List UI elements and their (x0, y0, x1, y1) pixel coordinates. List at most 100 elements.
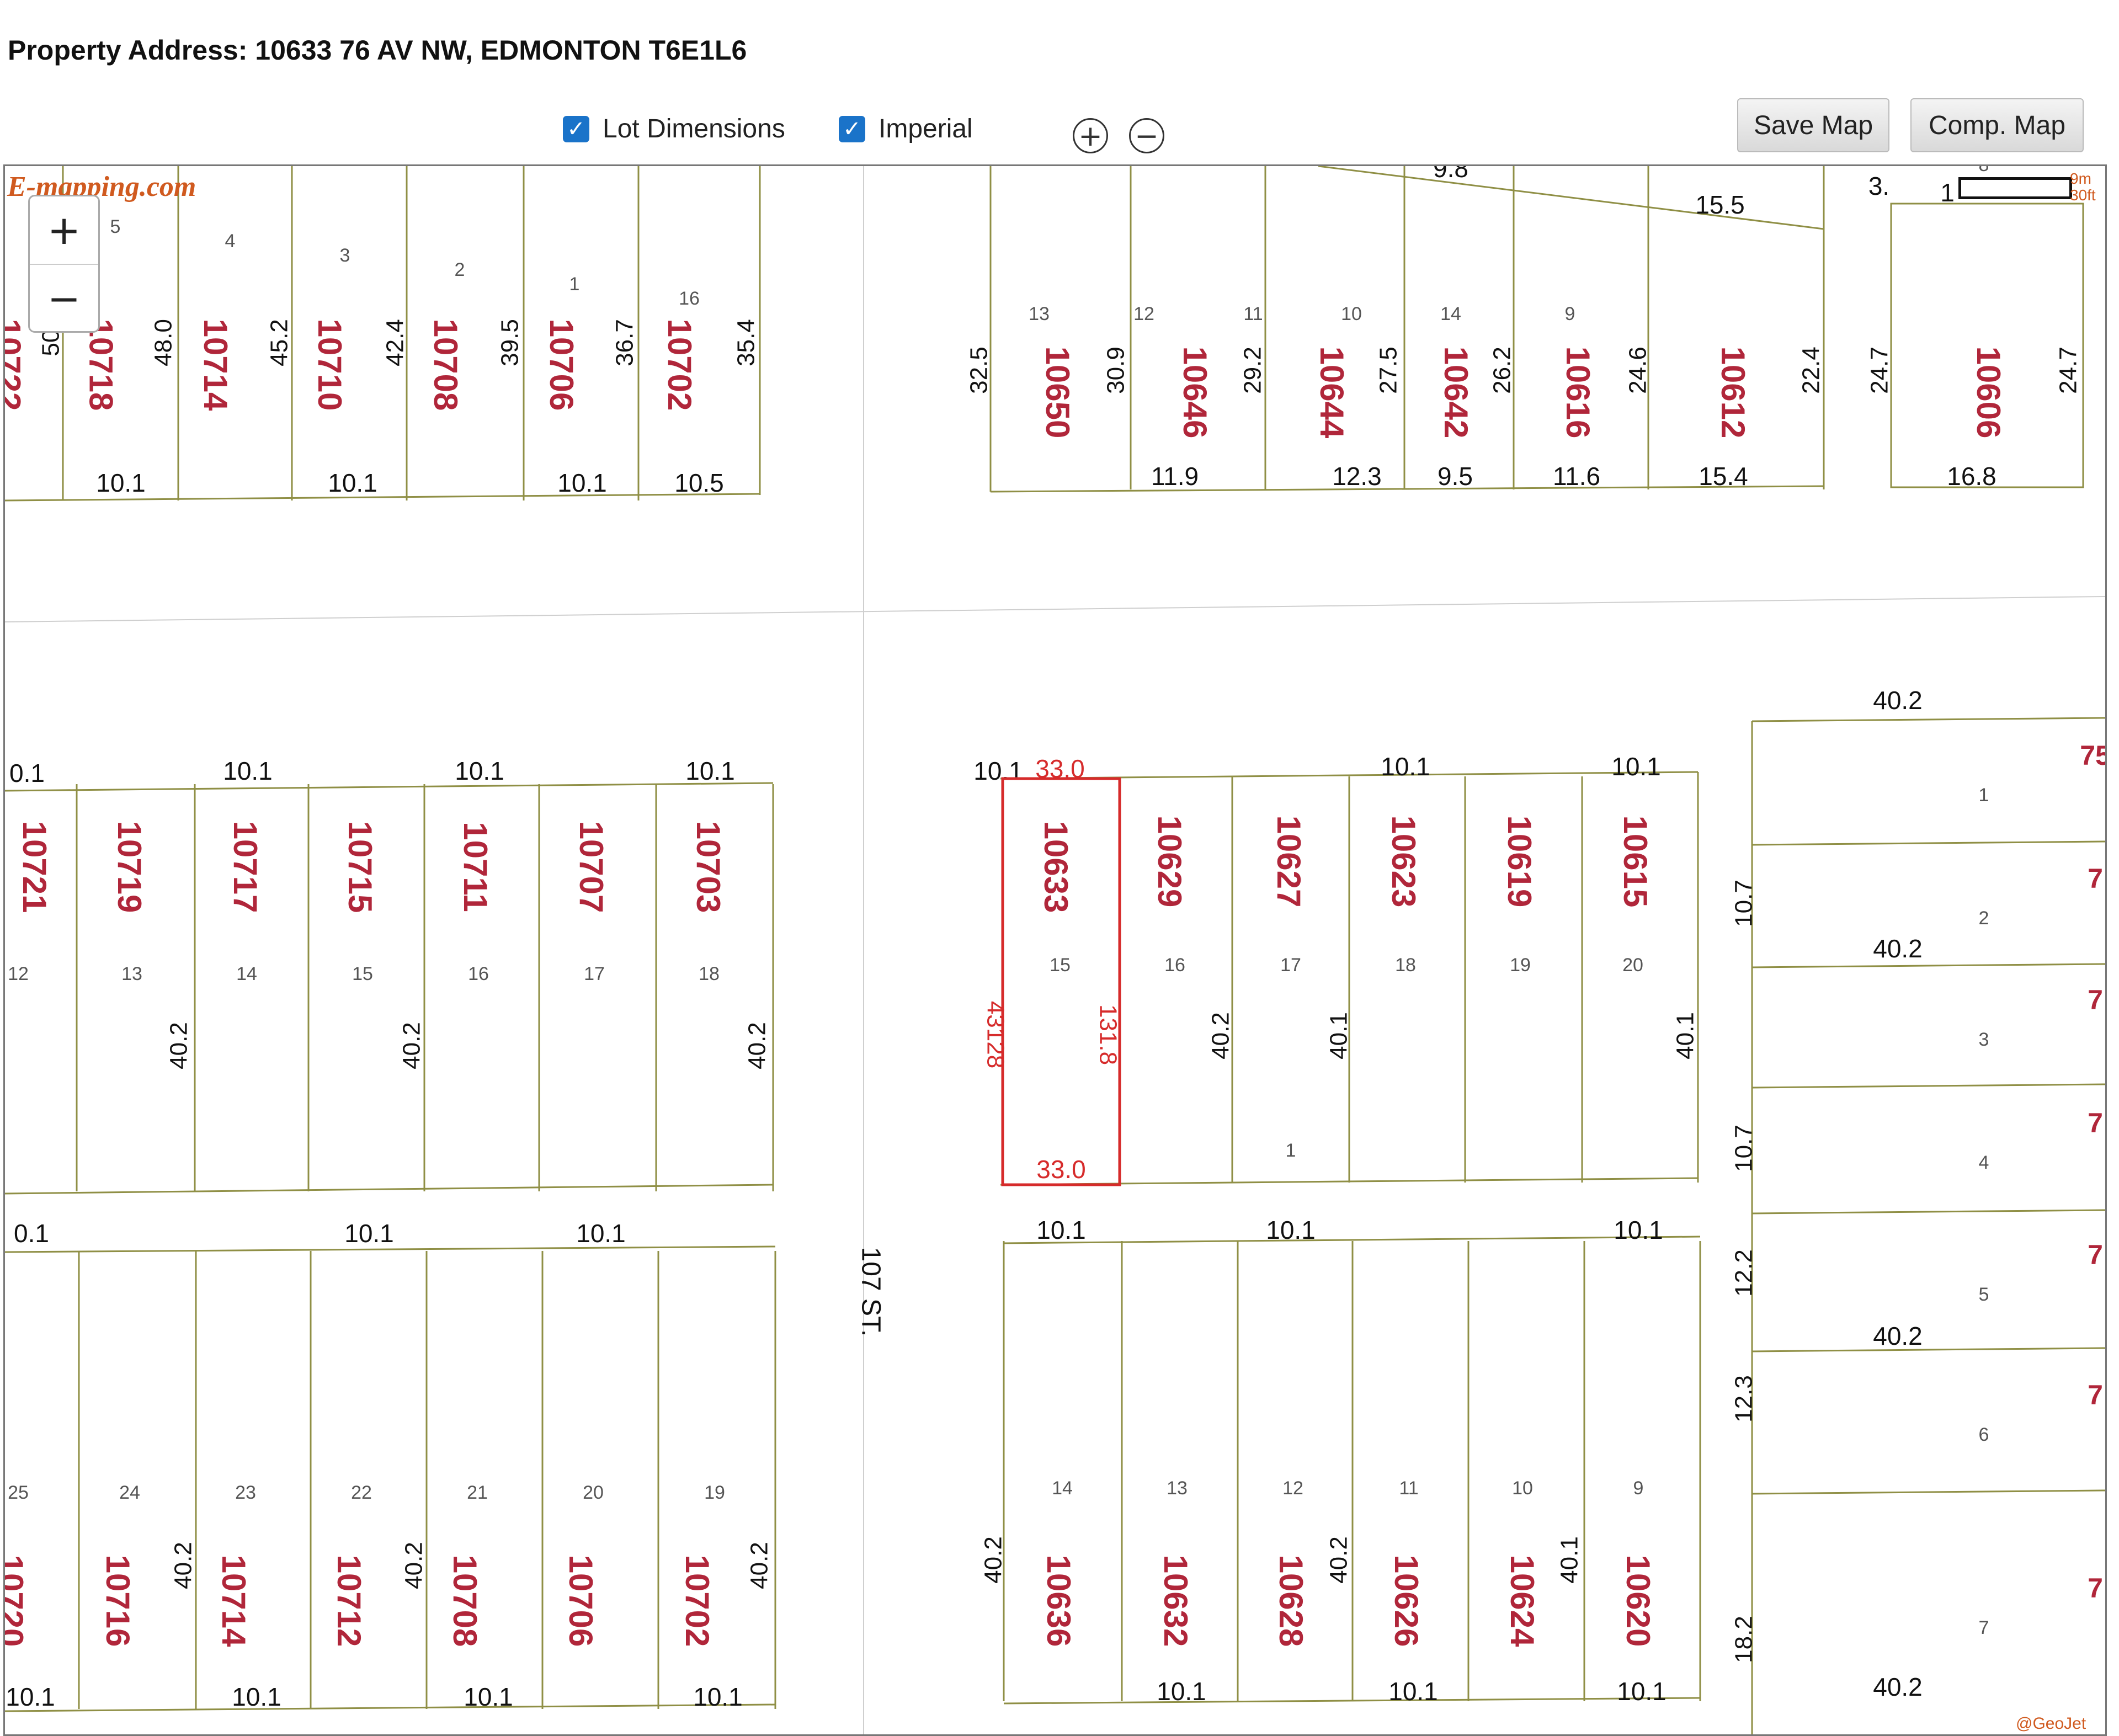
lot-number: 1 (569, 274, 580, 295)
lot-number: 23 (235, 1482, 256, 1503)
lot-depth-label: 24.7 (1866, 347, 1893, 394)
lot-line (1751, 1347, 2105, 1352)
lot-number: 14 (236, 963, 257, 984)
lot-number: 19 (1510, 955, 1531, 976)
highlighted-lot-front: 33.0 (1035, 754, 1085, 783)
lot-number: 16 (1164, 955, 1185, 976)
scale-label-imperial: 30ft (2070, 187, 2096, 204)
lot-address: 10715 (342, 821, 379, 913)
lot-width-label: 10.1 (232, 1682, 281, 1711)
lot-depth-label: 42.4 (382, 319, 409, 366)
lot-width-label: 10.5 (674, 468, 724, 497)
street-label: 107 ST. (856, 1247, 885, 1337)
lot-address: 10717 (227, 821, 264, 913)
zoom-out-icon[interactable]: − (1129, 118, 1164, 153)
lot-depth-label: 32.5 (966, 347, 993, 394)
save-map-button[interactable]: Save Map (1737, 98, 1889, 152)
lot-depth-label: 40.2 (746, 1542, 773, 1589)
zoom-in-icon[interactable]: + (1073, 118, 1108, 153)
lot-width-label: 10.1 (1611, 752, 1661, 781)
imperial-checkbox[interactable]: ✓ (839, 115, 865, 142)
lot-depth-label: 30.9 (1103, 347, 1130, 394)
lot-number: 18 (699, 963, 720, 984)
map-zoom-in-button[interactable]: + (30, 196, 98, 265)
lot-depth-label: 12.2 (1731, 1249, 1758, 1297)
lot-number: 3 (340, 245, 350, 266)
parcel-map[interactable]: 107 ST. 10722 10718 10714 10710 10708 10706 107… (3, 164, 2107, 1736)
lot-line (1751, 1083, 2105, 1089)
block-edge (5, 1245, 776, 1253)
lot-address: 10710 (311, 319, 348, 411)
lot-address: 10632 (1157, 1555, 1194, 1647)
lot-width-label: 10.1 (344, 1219, 394, 1248)
lot-address: 10615 (1617, 816, 1654, 908)
lot-line (1751, 840, 2105, 846)
highlighted-lot-left: 43128 (982, 1001, 1009, 1068)
imperial-label: Imperial (879, 114, 973, 143)
lot-number: 9 (1633, 1478, 1644, 1499)
lot-address: 10628 (1273, 1555, 1309, 1647)
lot-number: 10 (1341, 303, 1362, 324)
lot-width-label: 15.5 (1695, 190, 1745, 219)
lot-depth-label: 36.7 (611, 319, 638, 366)
lot-number: 12 (1133, 303, 1154, 324)
lot-address: 10714 (215, 1555, 252, 1647)
lot-dimensions-checkbox[interactable]: ✓ (563, 115, 589, 142)
lot-depth-label: 45.2 (266, 319, 293, 366)
lot-number: 13 (1029, 303, 1050, 324)
lot-depth-label: 12.3 (1731, 1375, 1758, 1423)
lot-number: 11 (1243, 303, 1263, 324)
block-edge (1318, 166, 1824, 230)
map-zoom-out-button[interactable]: − (47, 275, 81, 322)
lot-width-label: 40.2 (1873, 1673, 1923, 1701)
block-edge (5, 1184, 774, 1195)
lot-address: 10716 (99, 1555, 136, 1647)
lot-number: 2 (1979, 908, 1989, 929)
lot-depth-label: 39.5 (497, 319, 524, 366)
lot-address: 10627 (1270, 816, 1307, 908)
map-zoom-control[interactable]: + − (28, 195, 100, 333)
lot-width-label: 3. (1868, 172, 1889, 200)
lot-address: 10722 (5, 319, 28, 411)
lot-address: 10721 (16, 821, 53, 913)
lot-number: 14 (1052, 1478, 1073, 1499)
lot-address: 10719 (111, 821, 148, 913)
lot-width-label: 10.1 (223, 757, 273, 785)
lot-width-label: 9.5 (1437, 462, 1473, 491)
lot-width-label: 16.8 (1947, 462, 1996, 491)
lot-address: 10702 (661, 319, 698, 411)
lot-number: 19 (704, 1482, 725, 1503)
lot-address: 10642 (1437, 347, 1474, 439)
lot-address: 10706 (543, 319, 580, 411)
comp-map-button[interactable]: Comp. Map (1910, 98, 2084, 152)
avenue-centerline (5, 596, 2105, 622)
lot-address: 10636 (1040, 1555, 1077, 1647)
lot-number: 17 (584, 963, 605, 984)
property-address-title: Property Address: 10633 76 AV NW, EDMONT… (8, 35, 747, 66)
lot-number: 20 (1622, 955, 1643, 976)
lot-depth-label: 40.1 (1556, 1536, 1583, 1584)
lot-address: 10623 (1385, 816, 1422, 908)
block-edge (5, 782, 774, 792)
lot-width-label: 10.1 (1036, 1216, 1086, 1244)
lot-address: 10711 (457, 822, 494, 912)
parcel-map-canvas[interactable]: 107 ST.10722 10718 10714 10710 10708 10706 107… (5, 166, 2105, 1734)
block-edge (990, 485, 1824, 493)
lot-depth-label: 24.7 (2055, 347, 2082, 394)
lot-number: 5 (1979, 1284, 1989, 1305)
lot-dimensions-toggle[interactable]: ✓ Lot Dimensions (563, 114, 785, 144)
lot-number: 12 (1282, 1478, 1303, 1499)
lot-number: 10 (1512, 1478, 1533, 1499)
lot-depth-label: 10.7 (1731, 1125, 1758, 1172)
lot-address: 10650 (1039, 347, 1076, 439)
lot-depth-label: 40.2 (170, 1542, 197, 1589)
lot-width-label: 10.1 (328, 468, 377, 497)
scale-bar (1958, 177, 2072, 199)
lot-width-label: 10.1 (1266, 1216, 1316, 1244)
lot-width-label: 40.2 (1873, 1322, 1923, 1350)
lot-number: 14 (1440, 303, 1461, 324)
lot-number: 1 (1979, 785, 1989, 806)
lot-number: 4 (1979, 1152, 1989, 1173)
lot-address: 10629 (1151, 816, 1188, 908)
imperial-toggle[interactable]: ✓ Imperial (839, 114, 973, 144)
